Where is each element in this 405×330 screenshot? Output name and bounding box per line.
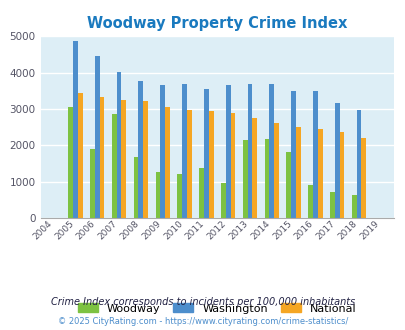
Bar — [138, 81, 143, 218]
Bar — [242, 141, 247, 218]
Bar — [143, 101, 148, 218]
Bar — [121, 100, 126, 218]
Bar — [307, 185, 312, 218]
Bar — [182, 84, 186, 218]
Bar — [203, 88, 208, 218]
Bar — [247, 84, 252, 218]
Bar — [356, 110, 360, 218]
Bar — [133, 157, 138, 218]
Bar — [165, 108, 169, 218]
Bar — [198, 168, 203, 218]
Bar — [334, 103, 339, 218]
Bar — [290, 91, 295, 218]
Bar — [339, 132, 343, 218]
Bar — [286, 152, 290, 218]
Bar — [68, 107, 73, 218]
Bar — [95, 55, 100, 218]
Bar — [351, 195, 356, 218]
Bar — [208, 112, 213, 218]
Bar — [160, 85, 165, 218]
Bar — [177, 174, 182, 218]
Bar — [360, 138, 365, 218]
Bar — [155, 172, 160, 218]
Legend: Woodway, Washington, National: Woodway, Washington, National — [77, 303, 356, 314]
Bar — [90, 149, 95, 218]
Bar — [116, 72, 121, 218]
Bar — [220, 183, 225, 218]
Bar — [78, 93, 83, 218]
Bar — [252, 118, 256, 218]
Bar — [317, 128, 322, 218]
Text: Crime Index corresponds to incidents per 100,000 inhabitants: Crime Index corresponds to incidents per… — [51, 297, 354, 307]
Title: Woodway Property Crime Index: Woodway Property Crime Index — [87, 16, 347, 31]
Bar — [273, 123, 278, 218]
Bar — [112, 114, 116, 218]
Bar — [186, 110, 191, 218]
Bar — [230, 113, 235, 218]
Bar — [100, 97, 104, 218]
Bar — [329, 192, 334, 218]
Bar — [295, 127, 300, 218]
Bar — [225, 85, 230, 218]
Text: © 2025 CityRating.com - https://www.cityrating.com/crime-statistics/: © 2025 CityRating.com - https://www.city… — [58, 317, 347, 326]
Bar — [269, 84, 273, 218]
Bar — [312, 91, 317, 218]
Bar — [73, 41, 78, 218]
Bar — [264, 139, 269, 218]
